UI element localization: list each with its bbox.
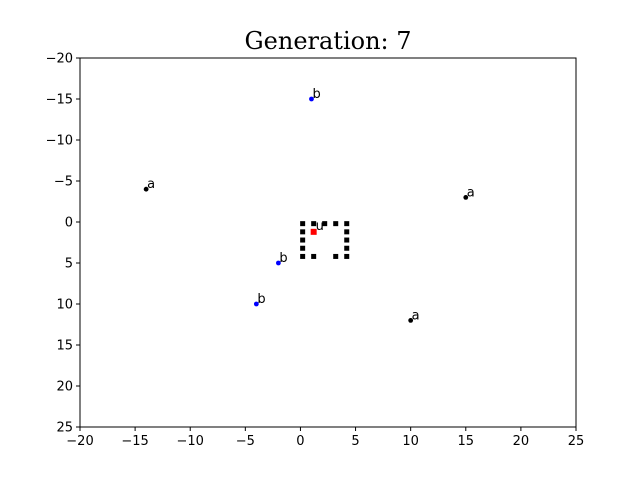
x-tick-label: 15 (458, 434, 475, 449)
x-tick-label: 25 (568, 434, 585, 449)
point-a-marker (143, 186, 149, 192)
x-tick-label: −20 (66, 434, 93, 449)
grid-cell-marker (333, 221, 339, 227)
grid-cell-marker (344, 229, 350, 235)
grid-cell-marker (311, 221, 317, 227)
point-b-label: b (312, 87, 320, 102)
y-tick-label: −5 (54, 175, 73, 190)
y-tick-label: 10 (56, 298, 73, 313)
grid-cell-marker (300, 253, 306, 259)
grid-cell-marker (344, 245, 350, 251)
plot-frame (79, 57, 577, 428)
x-axis: −20 −15 −10 −5 0 5 10 15 20 25 (66, 427, 584, 449)
x-tick-label: 10 (402, 434, 419, 449)
point-a-label: a (147, 177, 155, 192)
y-axis: −20 −15 −10 −5 0 5 10 15 20 25 (46, 52, 80, 436)
point-a-label: a (467, 185, 475, 200)
chart-title: Generation: 7 (244, 27, 411, 55)
y-tick-label: −15 (46, 93, 73, 108)
point-b-label: b (257, 292, 265, 307)
y-tick-label: 25 (56, 421, 73, 436)
grid-cell-marker (344, 221, 350, 227)
plot-marks: u b a a b b a (143, 87, 475, 323)
grid-cell-marker (300, 229, 306, 235)
center-point-label: u (316, 219, 324, 234)
point-b-label: b (279, 251, 287, 266)
y-tick-label: 5 (65, 257, 73, 272)
grid-cell-marker (322, 221, 328, 227)
grid-cell-marker (300, 245, 306, 251)
x-tick-label: 5 (351, 434, 359, 449)
y-tick-label: 0 (65, 216, 73, 231)
grid-cell-marker (300, 237, 306, 243)
y-tick-label: −20 (46, 52, 73, 67)
point-a-marker (408, 318, 414, 323)
grid-cell-marker (311, 253, 317, 259)
point-a-label: a (412, 308, 420, 323)
x-tick-label: −15 (121, 434, 148, 449)
point-a-marker (463, 195, 469, 200)
y-tick-label: −10 (46, 134, 73, 149)
x-tick-label: 20 (513, 434, 530, 449)
x-tick-label: 0 (296, 434, 304, 449)
grid-cell-marker (344, 253, 350, 259)
point-b-marker (253, 301, 259, 307)
point-b-marker (276, 260, 281, 266)
center-point-marker (310, 228, 317, 235)
y-tick-label: 15 (56, 339, 73, 354)
grid-cell-marker (333, 253, 339, 259)
grid-cell-marker (300, 221, 306, 227)
x-tick-label: −5 (236, 434, 255, 449)
grid-cell-marker (344, 237, 350, 243)
point-b-marker (309, 96, 314, 102)
x-tick-label: −10 (177, 434, 204, 449)
y-tick-label: 20 (56, 380, 73, 395)
